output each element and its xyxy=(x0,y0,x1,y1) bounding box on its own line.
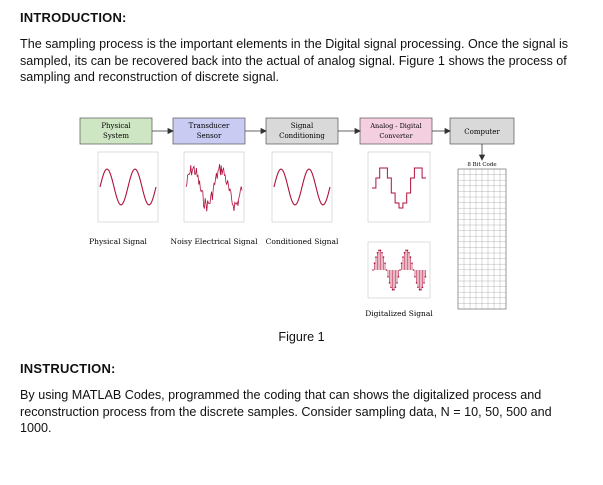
block-transducer-line1: Transducer xyxy=(189,122,230,130)
sample-point xyxy=(381,251,383,254)
block-computer: Computer xyxy=(449,117,515,145)
sample-point xyxy=(372,269,374,271)
sample-point xyxy=(408,251,410,254)
intro-paragraph: The sampling process is the important el… xyxy=(20,37,569,84)
sample-point xyxy=(402,256,404,258)
sample-point xyxy=(405,249,407,252)
sample-point xyxy=(414,276,416,278)
sample-point xyxy=(373,262,376,264)
sample-point xyxy=(397,276,400,278)
figure-1: Physical System Transducer Sensor Signal… xyxy=(78,116,518,324)
sample-point xyxy=(412,269,415,271)
sample-point xyxy=(385,269,388,271)
sample-point xyxy=(406,249,409,252)
label-conditioned-signal: Conditioned Signal xyxy=(266,237,339,246)
bit-code-label: 8 Bit Code xyxy=(467,162,496,168)
sample-point xyxy=(390,286,392,289)
block-transducer-sensor: Transducer Sensor xyxy=(172,117,246,145)
sample-point xyxy=(411,262,413,264)
block-physical-line1: Physical xyxy=(101,122,131,130)
plot-physical xyxy=(97,151,159,223)
block-arrows xyxy=(152,127,486,161)
sample-point xyxy=(403,251,406,254)
sample-point xyxy=(420,288,422,291)
sample-point xyxy=(378,249,380,252)
process-diagram: Physical System Transducer Sensor Signal… xyxy=(79,117,515,318)
plot-adc-staircase xyxy=(367,151,431,223)
plot-digitalized xyxy=(367,241,431,299)
sample-point xyxy=(382,256,385,258)
block-signal-conditioning: Signal Conditioning xyxy=(265,117,339,145)
sample-point xyxy=(376,251,379,254)
sample-point xyxy=(394,286,397,289)
sample-point xyxy=(400,262,403,264)
block-adc-line2: Converter xyxy=(379,132,413,140)
sample-point xyxy=(396,282,398,284)
block-physical-system: Physical System xyxy=(79,117,153,145)
sample-point xyxy=(423,282,425,284)
sample-point xyxy=(388,282,391,284)
label-digitalized-signal: Digitalized Signal xyxy=(365,309,433,318)
plot-noisy xyxy=(183,151,245,223)
sample-point xyxy=(409,256,412,258)
sample-point xyxy=(417,286,419,289)
block-transducer-line2: Sensor xyxy=(197,132,222,140)
intro-heading: INTRODUCTION: xyxy=(20,10,127,25)
block-adc-line1: Analog - Digital xyxy=(369,122,421,130)
label-physical-signal: Physical Signal xyxy=(89,237,147,246)
instruction-paragraph: By using MATLAB Codes, programmed the co… xyxy=(20,388,552,435)
sample-point xyxy=(384,262,386,264)
label-noisy-signal: Noisy Electrical Signal xyxy=(171,237,259,246)
sample-point xyxy=(387,276,389,278)
sample-point xyxy=(393,288,395,291)
figure-caption: Figure 1 xyxy=(278,330,325,344)
block-computer-label: Computer xyxy=(464,128,500,136)
sample-point xyxy=(399,269,401,271)
plot-conditioned xyxy=(271,151,333,223)
sample-point xyxy=(375,256,377,258)
block-adc: Analog - Digital Converter xyxy=(359,117,433,145)
bit-code-table: 8 Bit Code xyxy=(457,162,507,310)
sample-point xyxy=(418,288,421,291)
sample-point xyxy=(421,286,424,289)
sample-point xyxy=(391,288,394,291)
sample-point xyxy=(415,282,418,284)
sample-point xyxy=(379,249,382,252)
block-conditioning-line2: Conditioning xyxy=(279,132,325,140)
sample-point xyxy=(424,276,427,278)
block-conditioning-line1: Signal xyxy=(291,122,314,130)
block-physical-line2: System xyxy=(103,132,129,140)
instruction-heading: INSTRUCTION: xyxy=(20,361,116,376)
